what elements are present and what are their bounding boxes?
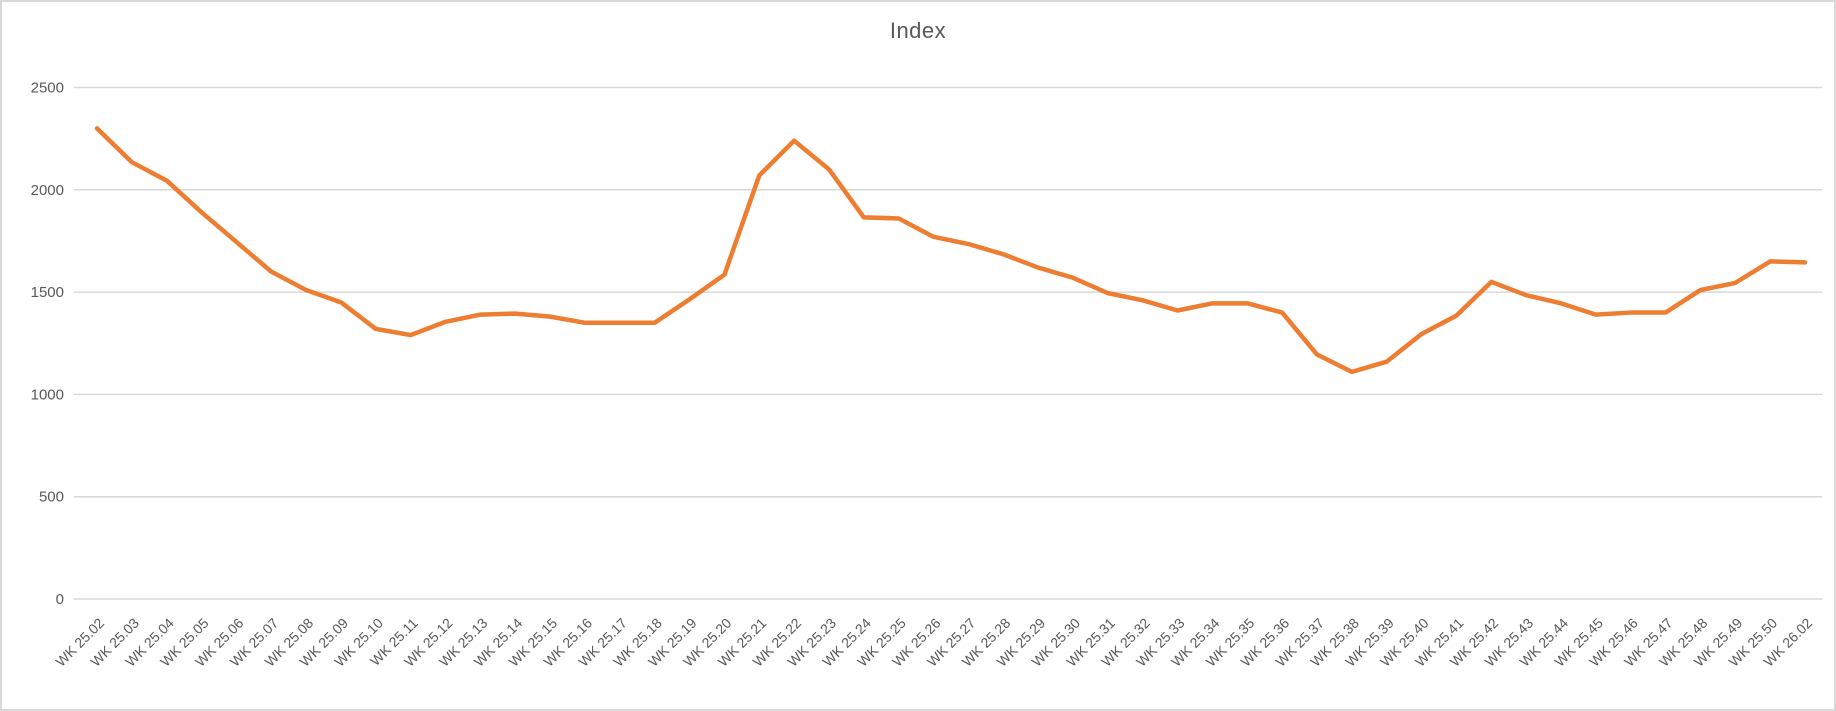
y-axis-tick-label: 500 (39, 489, 64, 506)
series-line-index (94, 126, 1808, 375)
y-axis-tick-label: 0 (56, 591, 64, 608)
y-axis-tick-label: 1000 (31, 386, 64, 403)
y-axis-tick-label: 2000 (31, 182, 64, 199)
y-axis-tick-label: 1500 (31, 284, 64, 301)
y-axis-tick-label: 2500 (31, 80, 64, 97)
